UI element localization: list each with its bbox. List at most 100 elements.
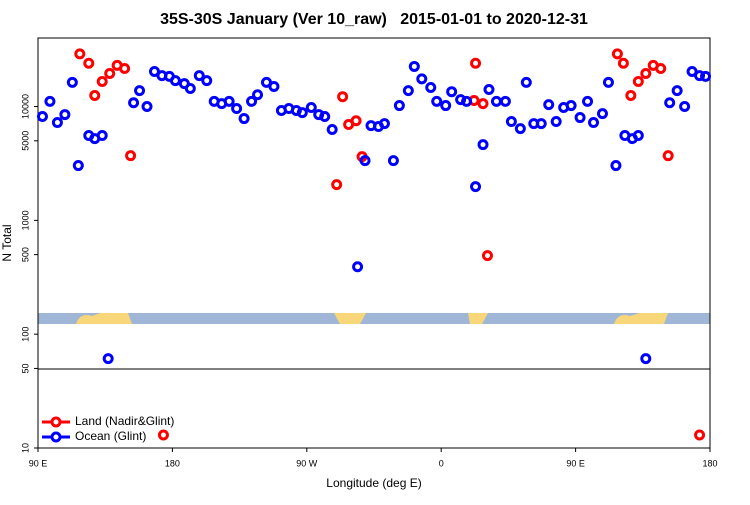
data-point	[565, 100, 577, 112]
data-point	[664, 97, 676, 109]
data-point	[520, 76, 532, 88]
data-point	[611, 48, 623, 60]
data-point	[505, 116, 517, 128]
data-point	[655, 62, 667, 74]
data-point	[679, 101, 691, 113]
data-point	[96, 130, 108, 142]
data-point	[662, 150, 674, 162]
data-point	[66, 76, 78, 88]
data-point	[74, 48, 86, 60]
x-tick-label: 180	[165, 458, 180, 468]
data-point	[671, 85, 683, 97]
data-point	[102, 353, 114, 365]
data-point	[640, 68, 652, 80]
data-point	[184, 83, 196, 95]
data-point	[550, 116, 562, 128]
data-point	[393, 100, 405, 112]
legend-label: Land (Nadir&Glint)	[75, 414, 174, 428]
data-point	[477, 98, 489, 110]
data-point	[305, 102, 317, 114]
land-mask-strip	[38, 313, 710, 324]
legend-label: Ocean (Glint)	[75, 429, 146, 443]
data-point	[134, 85, 146, 97]
data-point	[461, 95, 473, 107]
data-point	[44, 95, 56, 107]
data-point	[416, 73, 428, 85]
data-point	[201, 75, 213, 87]
data-point	[694, 70, 706, 82]
data-point	[359, 155, 371, 167]
data-point	[610, 160, 622, 172]
data-point	[350, 115, 362, 127]
x-axis-label: Longitude (deg E)	[326, 476, 421, 490]
data-point	[694, 429, 706, 441]
data-point	[96, 75, 108, 87]
data-point	[535, 118, 547, 130]
x-tick-label: 90 E	[29, 458, 48, 468]
y-axis-label: N Total	[0, 224, 14, 261]
data-point	[141, 101, 153, 113]
data-point	[119, 62, 131, 74]
x-tick-label: 0	[439, 458, 444, 468]
data-point	[481, 250, 493, 262]
plot-frame	[37, 37, 711, 449]
y-tick-label: 500	[20, 247, 30, 262]
x-tick-label: 90 E	[566, 458, 585, 468]
data-point	[596, 108, 608, 120]
data-point	[483, 84, 495, 96]
data-point	[252, 89, 264, 101]
y-tick-label: 1000	[20, 210, 30, 230]
data-point	[104, 68, 116, 80]
data-point	[231, 103, 243, 115]
y-tick-label: 100	[20, 327, 30, 342]
data-point	[36, 111, 48, 123]
data-point	[625, 89, 637, 101]
data-point	[246, 95, 258, 107]
data-point	[296, 107, 308, 119]
data-point	[268, 80, 280, 92]
data-point	[632, 75, 644, 87]
y-tick-label: 10000	[20, 94, 30, 119]
data-point	[128, 97, 140, 109]
x-tick-label: 180	[702, 458, 717, 468]
data-point	[440, 100, 452, 112]
data-point	[387, 155, 399, 167]
data-point	[700, 70, 712, 82]
data-point	[632, 130, 644, 142]
data-point	[470, 57, 482, 69]
data-point	[125, 150, 137, 162]
data-point	[602, 76, 614, 88]
data-point	[574, 112, 586, 124]
data-point	[378, 118, 390, 130]
data-point	[193, 70, 205, 82]
data-point	[499, 95, 511, 107]
data-point	[89, 89, 101, 101]
data-point	[588, 117, 600, 129]
data-point	[51, 117, 63, 129]
legend-marker	[50, 416, 62, 428]
data-point	[352, 261, 364, 273]
y-tick-label: 5000	[20, 131, 30, 151]
chart-title: 35S-30S January (Ver 10_raw) 2015-01-01 …	[160, 11, 588, 28]
data-point	[617, 57, 629, 69]
data-point	[169, 75, 181, 87]
data-point	[72, 160, 84, 172]
data-point	[408, 60, 420, 72]
data-point	[446, 86, 458, 98]
legend-marker	[50, 431, 62, 443]
data-point	[543, 99, 555, 111]
data-point	[514, 123, 526, 135]
data-point	[326, 124, 338, 136]
data-point	[331, 179, 343, 191]
data-point	[490, 95, 502, 107]
data-point	[477, 139, 489, 151]
data-point	[337, 91, 349, 103]
data-point	[83, 57, 95, 69]
data-point	[582, 95, 594, 107]
data-point	[59, 109, 71, 121]
data-point	[431, 95, 443, 107]
data-point	[640, 353, 652, 365]
data-point	[455, 94, 467, 106]
y-tick-label: 10	[20, 443, 30, 453]
